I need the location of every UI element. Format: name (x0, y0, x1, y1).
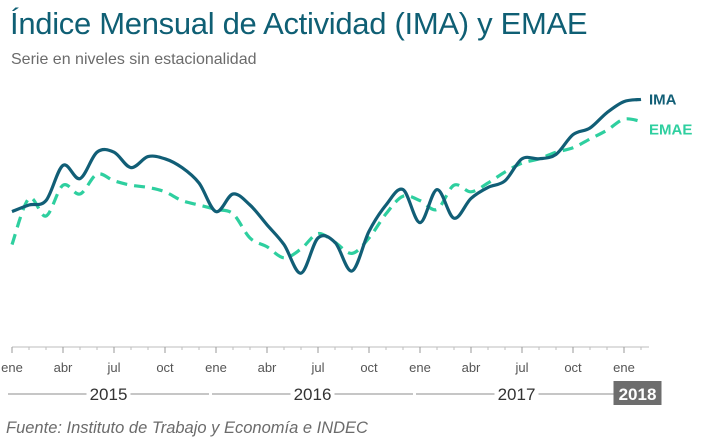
x-tick-label: jul (310, 360, 324, 375)
chart-subtitle: Serie en niveles sin estacionalidad (11, 51, 257, 68)
x-tick-label: ene (613, 360, 635, 375)
x-tick-label: jul (106, 360, 120, 375)
x-tick-label: ene (1, 360, 23, 375)
source-note: Fuente: Instituto de Trabajo y Economía … (6, 419, 368, 437)
year-label: 2016 (294, 385, 332, 404)
series-line-ima (11, 97, 642, 275)
x-axis: ene abr jul oct ene abr jul oct ene abr jul oct ene (1, 346, 649, 375)
series-labels: IMA EMAE (649, 91, 692, 138)
series-layer (10, 97, 642, 275)
year-axis: 2015 2016 2017 2018 (8, 381, 662, 405)
chart-title: Índice Mensual de Actividad (IMA) y EMAE (10, 6, 588, 41)
year-label: 2018 (619, 385, 657, 404)
series-label-ima: IMA (649, 91, 677, 108)
x-tick-label: oct (360, 360, 378, 375)
x-tick-label: oct (156, 360, 174, 375)
x-tick-label: ene (409, 360, 431, 375)
year-label: 2015 (90, 385, 128, 404)
year-highlight-box (613, 381, 662, 405)
x-tick-label: abr (258, 360, 277, 375)
x-tick-label: abr (54, 360, 73, 375)
year-label: 2017 (498, 385, 536, 404)
series-label-emae: EMAE (649, 121, 692, 138)
x-tick-label: oct (564, 360, 582, 375)
x-tick-label: ene (205, 360, 227, 375)
x-tick-label: jul (514, 360, 528, 375)
x-tick-label: abr (462, 360, 481, 375)
